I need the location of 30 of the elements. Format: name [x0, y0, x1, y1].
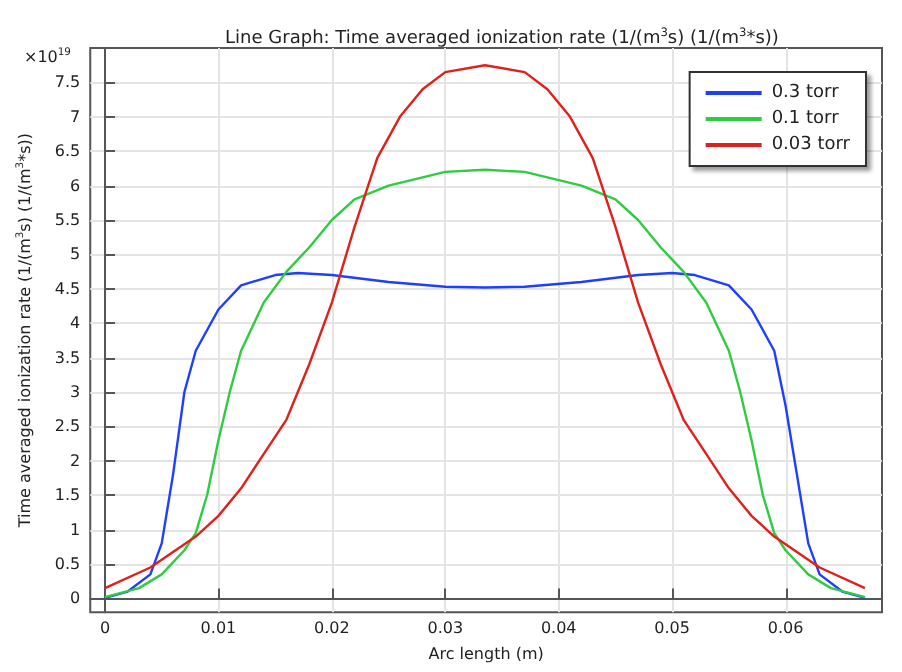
line-series [103, 271, 867, 599]
y-tick-label: 3 [70, 383, 81, 402]
y-tick-label: 0 [70, 589, 81, 608]
legend-label: 0.03 torr [771, 135, 851, 155]
legend-label: 0.1 torr [771, 109, 840, 129]
x-tick-label: 0.03 [427, 619, 464, 638]
y-tick-label: 7 [70, 107, 81, 126]
y-tick-label: 7.5 [54, 73, 81, 92]
y-tick-label: 2.5 [54, 417, 81, 436]
x-tick-label: 0 [99, 619, 111, 638]
line-series [103, 64, 867, 590]
y-tick-label: 0.5 [54, 555, 81, 574]
x-tick-label: 0.04 [540, 619, 577, 638]
line-series [103, 168, 867, 599]
x-tick-label: 0.01 [200, 619, 237, 638]
x-axis-title: Arc length (m) [428, 645, 544, 663]
y-tick-label: 2 [70, 451, 81, 470]
y-tick-label: 4.5 [54, 279, 81, 298]
x-tick-label: 0.06 [767, 619, 804, 638]
y-tick-label: 4 [70, 314, 81, 333]
y-tick-label: 6 [70, 176, 81, 195]
y-tick-label: 5 [70, 245, 81, 264]
y-tick-label: 1 [70, 520, 81, 539]
y-tick-label: 3.5 [54, 348, 81, 367]
legend-label: 0.3 torr [771, 83, 840, 103]
x-tick-label: 0.05 [654, 619, 690, 638]
y-tick-label: 6.5 [54, 142, 81, 161]
y-tick-label: 1.5 [54, 486, 81, 505]
y-tick-label: 5.5 [54, 211, 81, 230]
x-tick-label: 0.02 [314, 619, 350, 638]
